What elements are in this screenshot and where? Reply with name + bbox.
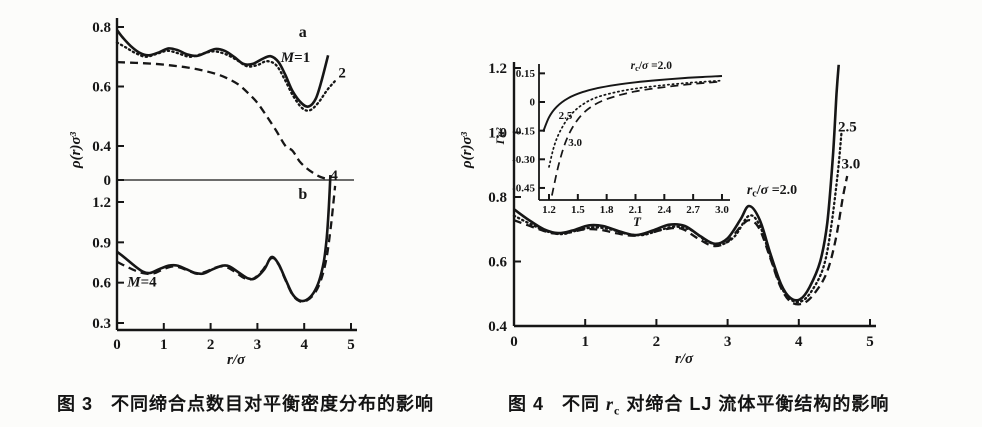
svg-text:0.15: 0.15 [516, 68, 536, 80]
curve-label: rc/σ =2.0 [747, 183, 797, 200]
svg-text:0.6: 0.6 [92, 79, 111, 95]
svg-text:0.6: 0.6 [488, 254, 507, 270]
svg-text:2.4: 2.4 [657, 204, 671, 216]
svg-text:r/σ: r/σ [227, 352, 246, 368]
svg-text:ρ(r)σ³: ρ(r)σ³ [459, 131, 475, 169]
svg-text:0: 0 [104, 173, 112, 189]
svg-text:-0.30: -0.30 [512, 154, 535, 166]
series-M=2 [115, 41, 338, 112]
svg-text:3: 3 [254, 337, 262, 353]
svg-text:1.8: 1.8 [600, 204, 614, 216]
curve-label: 2 [338, 65, 346, 81]
svg-text:5: 5 [347, 337, 355, 353]
figure4-caption-label: 图 4 [508, 394, 545, 414]
series-M=4 [116, 60, 329, 181]
svg-text:2: 2 [207, 337, 215, 353]
svg-text:-0.45: -0.45 [512, 183, 535, 195]
series-rc/σ=2.5 [512, 131, 843, 304]
figure3-caption: 图 3 不同缔合点数目对平衡密度分布的影响 [57, 390, 434, 416]
svg-text:1.0: 1.0 [488, 125, 507, 141]
svg-text:2: 2 [653, 334, 661, 350]
svg-text:T: T [633, 214, 642, 229]
fig3-axes [115, 18, 357, 332]
curve-label: b [298, 186, 307, 203]
svg-text:0.8: 0.8 [92, 20, 111, 36]
svg-text:r/σ: r/σ [675, 351, 694, 367]
svg-text:1.2: 1.2 [542, 204, 556, 216]
curve-label: 3.0 [842, 156, 861, 172]
series-rc/σ=2.0 [513, 64, 840, 302]
svg-text:1: 1 [581, 334, 589, 350]
fig4-inset-axes [538, 64, 730, 201]
svg-text:0: 0 [530, 97, 536, 109]
svg-text:2.1: 2.1 [629, 204, 643, 216]
figure4-caption-var: r [606, 394, 615, 414]
svg-text:4: 4 [795, 334, 803, 350]
curve-label: 3.0 [568, 137, 582, 149]
curve-label: 2.5 [838, 119, 857, 135]
svg-text:1.2: 1.2 [488, 61, 507, 77]
svg-text:0.6: 0.6 [92, 276, 111, 292]
figure4-caption: 图 4 不同 rc 对缔合 LJ 流体平衡结构的影响 [508, 390, 889, 419]
svg-text:0.4: 0.4 [488, 319, 507, 335]
figure4-caption-post: 对缔合 LJ 流体平衡结构的影响 [620, 394, 890, 414]
curve-label: a [299, 24, 307, 41]
series-M=1 [115, 29, 330, 108]
figure4-plot: 1.21.00.80.60.40 1 2 3 4 5ρ(r)σ³r/σrc/σ =2.02… [459, 60, 876, 367]
series-rc/σ=3.0 [551, 80, 723, 196]
svg-text:0: 0 [113, 337, 121, 353]
fig4-axes [512, 62, 876, 328]
figure3-caption-label: 图 3 [57, 394, 94, 414]
svg-text:ρ(r)σ³: ρ(r)σ³ [68, 131, 84, 169]
svg-text:3: 3 [724, 334, 732, 350]
svg-text:0.3: 0.3 [92, 316, 111, 332]
svg-text:5: 5 [866, 334, 874, 350]
svg-text:Γa²: Γa² [493, 127, 507, 145]
svg-text:-0.15: -0.15 [512, 125, 535, 137]
series-M=4 [116, 175, 332, 303]
curve-label: rc/σ =2.0 [631, 60, 673, 73]
figure3-plot: 0.80.60.401.20.90.60.30 1 2 3 4 5ρ(r)σ³r/σaM=… [68, 18, 357, 368]
figure4-caption-varsub: c [614, 403, 621, 418]
curve-label: 2.5 [559, 110, 573, 122]
svg-text:0.8: 0.8 [488, 190, 507, 206]
svg-text:2.7: 2.7 [686, 204, 700, 216]
svg-text:1: 1 [160, 337, 168, 353]
svg-text:4: 4 [300, 337, 308, 353]
figure4-caption-pre: 不同 [562, 394, 607, 414]
series-M=4 [116, 185, 337, 303]
svg-text:1.5: 1.5 [571, 204, 585, 216]
figure3-caption-text: 不同缔合点数目对平衡密度分布的影响 [111, 394, 435, 414]
series-rc/σ=2.0 [542, 75, 723, 132]
svg-text:3.0: 3.0 [715, 204, 729, 216]
series-rc/σ=3.0 [513, 175, 849, 306]
curve-label: M=1 [280, 50, 310, 66]
svg-text:1.2: 1.2 [92, 195, 111, 211]
curve-label: M=4 [126, 274, 157, 290]
svg-text:0.4: 0.4 [92, 139, 111, 155]
series-rc/σ=2.5 [548, 79, 723, 168]
svg-text:0.9: 0.9 [92, 235, 111, 251]
curve-label: 4 [330, 168, 338, 184]
svg-text:0: 0 [510, 334, 518, 350]
